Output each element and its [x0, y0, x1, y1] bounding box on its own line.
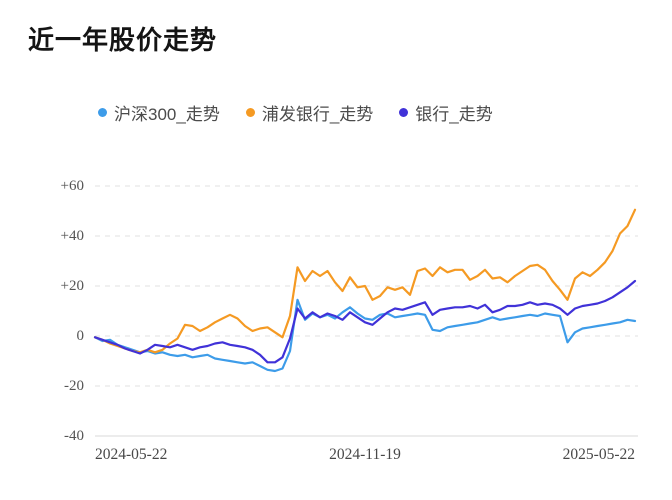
- page-title: 近一年股价走势: [28, 25, 218, 55]
- legend-label: 沪深300_走势: [114, 105, 220, 124]
- x-tick-label-mid: 2024-11-19: [329, 446, 401, 463]
- line-csi300[interactable]: [93, 298, 637, 373]
- y-tick-label: 0: [76, 328, 85, 344]
- legend-label: 银行_走势: [415, 105, 493, 124]
- y-tick-label: +40: [60, 228, 84, 244]
- y-tick-label: +60: [60, 178, 84, 194]
- line-banksector[interactable]: [93, 279, 637, 364]
- x-tick-label-end: 2025-05-22: [562, 446, 635, 463]
- legend-label: 浦发银行_走势: [261, 105, 374, 124]
- x-tick-label-start: 2024-05-22: [95, 446, 168, 463]
- legend-item-spdbank[interactable]: 浦发银行_走势: [245, 100, 374, 125]
- legend-dot-icon: [245, 108, 255, 117]
- y-tick-label: +20: [60, 278, 84, 294]
- legend-item-banksector[interactable]: 银行_走势: [399, 100, 493, 125]
- legend-item-csi300[interactable]: 沪深300_走势: [98, 100, 220, 125]
- y-tick-label: -20: [64, 378, 84, 394]
- chart-legend: 沪深300_走势 浦发银行_走势 银行_走势: [98, 100, 493, 125]
- legend-dot-icon: [98, 108, 107, 117]
- y-tick-label: -40: [64, 428, 84, 444]
- line-spdbank[interactable]: [93, 208, 637, 354]
- legend-dot-icon: [399, 108, 409, 117]
